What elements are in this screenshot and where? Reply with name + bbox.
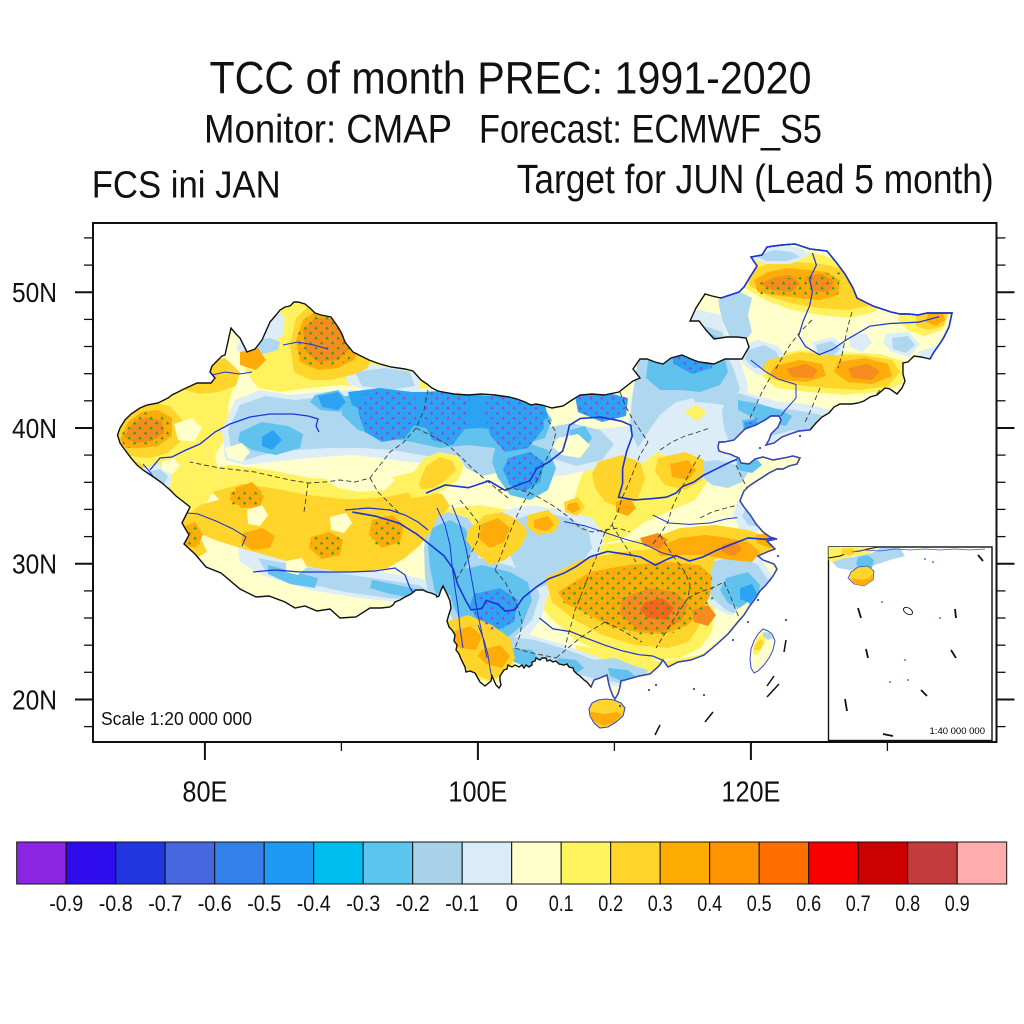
svg-text:120E: 120E <box>721 777 780 809</box>
svg-text:Forecast: ECMWF_S5: Forecast: ECMWF_S5 <box>479 108 822 152</box>
svg-text:0.4: 0.4 <box>697 891 722 916</box>
svg-text:50N: 50N <box>12 277 57 308</box>
svg-text:-0.4: -0.4 <box>297 891 331 916</box>
svg-text:0.1: 0.1 <box>549 891 574 916</box>
svg-text:-0.6: -0.6 <box>198 891 232 916</box>
svg-text:Scale 1:20 000 000: Scale 1:20 000 000 <box>101 709 252 729</box>
svg-text:Target for JUN (Lead 5 month): Target for JUN (Lead 5 month) <box>517 156 994 202</box>
svg-text:40N: 40N <box>12 413 57 444</box>
svg-text:100E: 100E <box>448 777 507 809</box>
svg-text:0.3: 0.3 <box>648 891 673 916</box>
svg-text:TCC of month PREC: 1991-2020: TCC of month PREC: 1991-2020 <box>210 53 812 104</box>
svg-text:80E: 80E <box>182 777 227 809</box>
svg-text:-0.3: -0.3 <box>346 891 380 916</box>
svg-text:1:40 000 000: 1:40 000 000 <box>930 726 985 737</box>
svg-text:0: 0 <box>506 891 518 916</box>
svg-text:FCS ini JAN: FCS ini JAN <box>92 165 281 207</box>
svg-text:0.8: 0.8 <box>895 891 920 916</box>
svg-text:-0.7: -0.7 <box>148 891 182 916</box>
svg-text:-0.8: -0.8 <box>99 891 133 916</box>
svg-text:-0.9: -0.9 <box>49 891 83 916</box>
svg-text:-0.5: -0.5 <box>247 891 281 916</box>
svg-text:0.6: 0.6 <box>796 891 821 916</box>
svg-text:-0.1: -0.1 <box>445 891 479 916</box>
svg-text:-0.2: -0.2 <box>396 891 430 916</box>
svg-text:20N: 20N <box>12 685 57 716</box>
svg-text:0.2: 0.2 <box>598 891 623 916</box>
svg-text:30N: 30N <box>12 549 57 580</box>
svg-text:0.7: 0.7 <box>846 891 871 916</box>
svg-text:0.9: 0.9 <box>945 891 970 916</box>
svg-text:Monitor: CMAP: Monitor: CMAP <box>204 108 452 152</box>
svg-text:0.5: 0.5 <box>747 891 772 916</box>
